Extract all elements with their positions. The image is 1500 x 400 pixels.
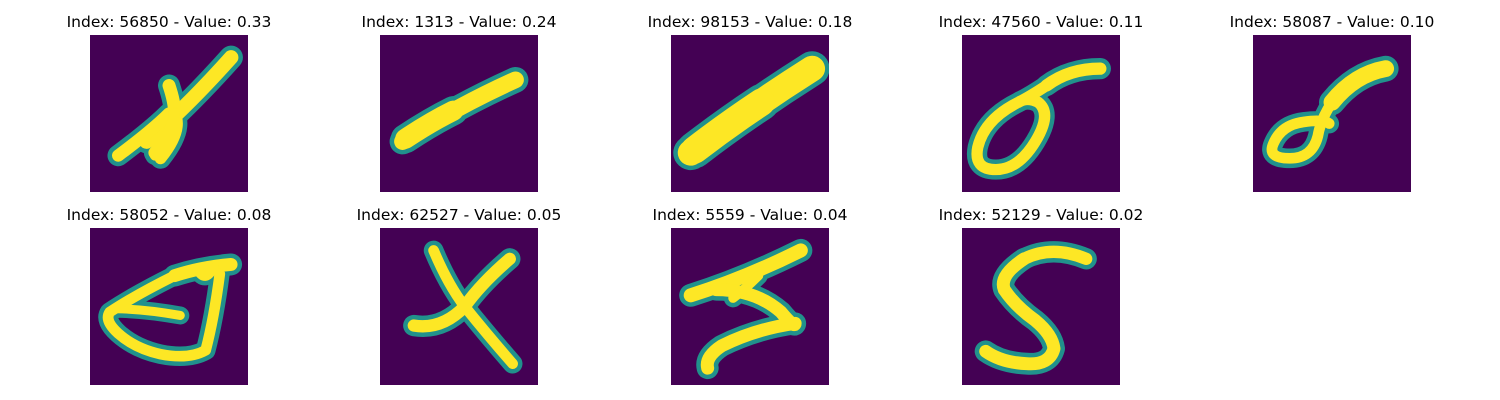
panel-title: Index: 98153 - Value: 0.18 [647, 13, 853, 31]
panel-title: Index: 58052 - Value: 0.08 [66, 206, 272, 224]
panel-title: Index: 56850 - Value: 0.33 [66, 13, 272, 31]
panel-title: Index: 47560 - Value: 0.11 [938, 13, 1144, 31]
digit-image [380, 35, 538, 192]
panel-title: Index: 1313 - Value: 0.24 [361, 13, 557, 31]
digit-stroke [395, 100, 464, 149]
digit-stroke [680, 88, 776, 164]
digit-image [671, 35, 829, 192]
digit-image [90, 228, 248, 385]
panel-title: Index: 52129 - Value: 0.02 [938, 206, 1144, 224]
panel-title: Index: 58087 - Value: 0.10 [1229, 13, 1435, 31]
digit-image [671, 228, 829, 385]
digit-stroke [149, 108, 180, 161]
panel-title: Index: 5559 - Value: 0.04 [652, 206, 848, 224]
digit-stroke [728, 270, 764, 303]
digit-stroke [192, 262, 219, 281]
digit-stroke [1266, 96, 1338, 164]
digit-stroke [700, 283, 802, 375]
digit-stroke [683, 243, 808, 303]
digit-stroke [112, 304, 185, 320]
digit-stroke [979, 252, 1061, 371]
digit-stroke [1323, 60, 1395, 111]
digit-stroke [112, 107, 176, 162]
digit-stroke [407, 252, 516, 333]
digit-stroke [971, 79, 1053, 176]
panel-title: Index: 62527 - Value: 0.05 [356, 206, 562, 224]
digit-image [90, 35, 248, 192]
digit-stroke [1017, 245, 1093, 266]
digit-image [962, 35, 1120, 192]
digit-image [1253, 35, 1411, 192]
digit-image [962, 228, 1120, 385]
digit-image [380, 228, 538, 385]
